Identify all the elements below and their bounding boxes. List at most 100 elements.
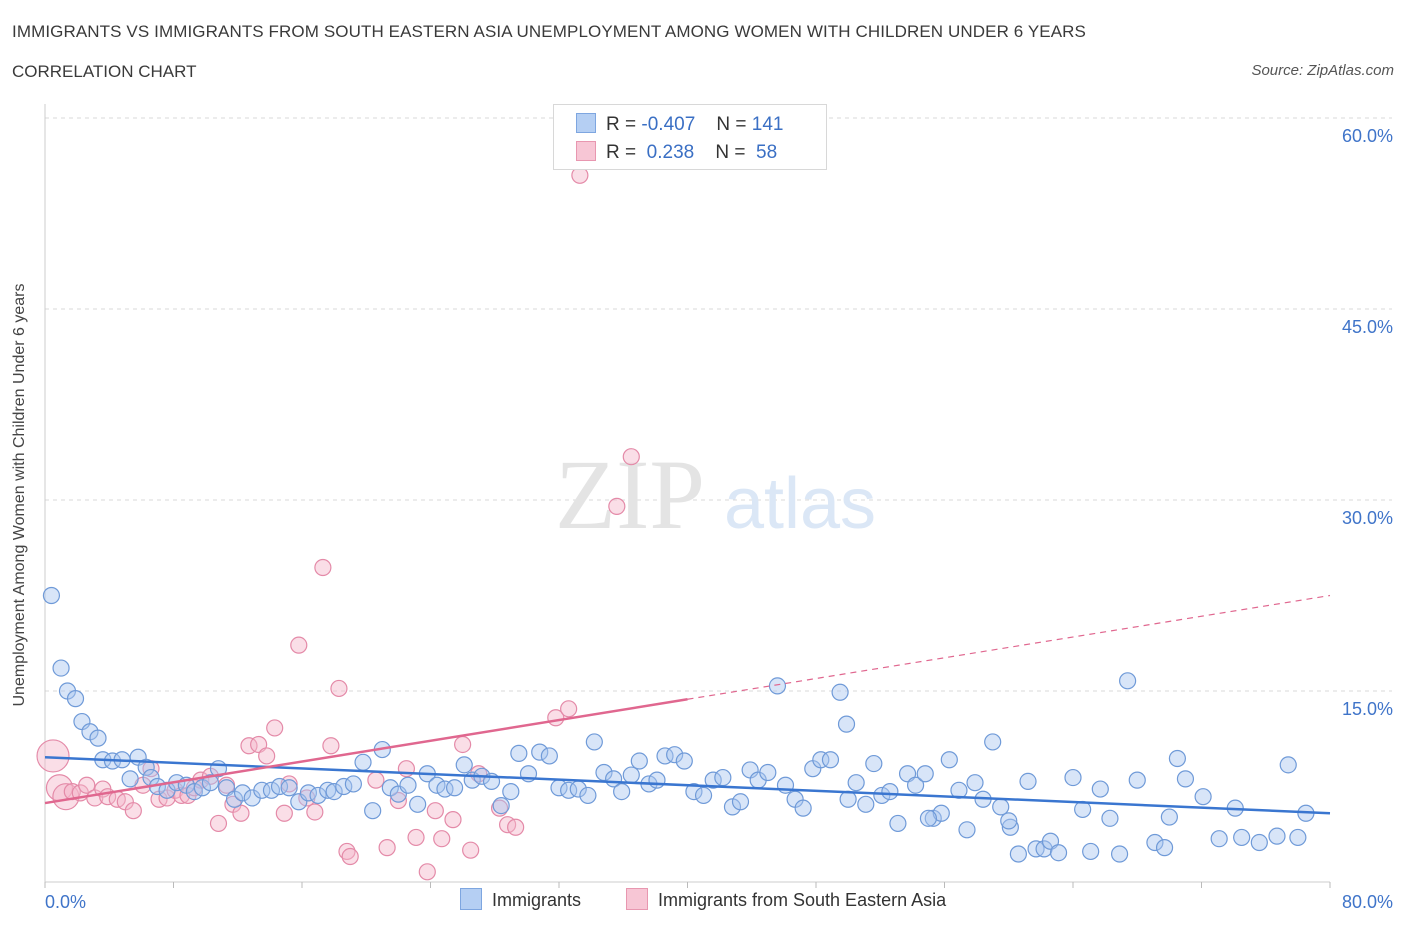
immigrants-point — [1289, 828, 1307, 847]
legend-r-value: -0.407 — [641, 114, 696, 135]
y-tick-label: 45.0% — [1342, 317, 1393, 337]
immigrants-point — [354, 753, 372, 771]
immigrants-point — [42, 586, 61, 605]
series-legend: Immigrants Immigrants from South Eastern… — [0, 888, 1406, 916]
legend-label-sea: Immigrants from South Eastern Asia — [658, 890, 947, 910]
immigrants-point — [984, 733, 1002, 751]
immigrants-point — [958, 821, 976, 839]
immigrants-point — [1001, 818, 1019, 836]
immigrants-point — [428, 776, 446, 794]
y-tick-label: 30.0% — [1342, 508, 1393, 528]
legend-n-value: 141 — [751, 114, 784, 135]
immigrants-point — [1279, 756, 1297, 774]
immigrants-point — [344, 775, 362, 793]
legend-row-sea: R = 0.238 N = 58 — [576, 141, 777, 163]
source-label: Source: ZipAtlas.com — [1251, 62, 1394, 79]
immigrants-point — [585, 733, 603, 751]
immigrants-point — [52, 659, 70, 677]
immigrants-point — [966, 774, 984, 792]
x-tick-label-max: 80.0% — [1342, 892, 1393, 912]
series-sea-points — [36, 166, 640, 881]
y-axis-label: Unemployment Among Women with Children U… — [11, 283, 28, 707]
immigrants-point — [1000, 812, 1018, 830]
sea-point — [341, 847, 359, 866]
immigrants-point — [812, 751, 830, 769]
immigrants-point — [531, 743, 549, 761]
x-tick-label-min: 0.0% — [45, 892, 86, 912]
sea-point — [322, 737, 340, 755]
correlation-legend: R = -0.407 N = 141 R = 0.238 N = 58 — [553, 104, 827, 170]
immigrants-point — [510, 744, 528, 762]
immigrants-point — [1233, 828, 1251, 847]
sea-point — [209, 814, 228, 833]
immigrants-point — [1009, 845, 1027, 863]
sea-point — [622, 448, 640, 466]
tick-labels: 15.0% 30.0% 45.0% 60.0% 0.0% 80.0% — [45, 126, 1393, 912]
immigrants-point — [704, 771, 722, 789]
immigrants-point — [121, 770, 139, 788]
immigrants-point — [335, 777, 353, 796]
legend-n-label: N = — [715, 142, 746, 163]
y-tick-label: 15.0% — [1342, 699, 1393, 719]
sea-point — [258, 747, 276, 765]
immigrants-point — [648, 771, 666, 789]
sea-point — [124, 802, 142, 820]
immigrants-point — [950, 781, 968, 799]
sea-point — [266, 719, 284, 737]
immigrants-point — [794, 799, 812, 817]
sea-point — [314, 558, 332, 577]
immigrants-point — [630, 752, 648, 770]
sea-point — [426, 802, 444, 820]
sea-point — [490, 799, 509, 817]
immigrants-point — [1101, 809, 1119, 827]
sea-point — [330, 679, 348, 698]
immigrants-point — [1128, 771, 1146, 789]
immigrants-point — [455, 756, 473, 774]
immigrants-point — [831, 683, 849, 701]
immigrants-point — [325, 782, 343, 801]
sea-point — [378, 839, 396, 857]
sea-point — [232, 804, 250, 822]
immigrants-point — [992, 798, 1010, 816]
immigrants-point — [1194, 788, 1212, 806]
immigrants-point — [1210, 830, 1228, 848]
immigrants-point — [1146, 833, 1164, 852]
sea-point — [444, 811, 462, 829]
immigrants-point — [622, 766, 640, 784]
immigrants-point — [675, 752, 693, 770]
immigrants-point — [714, 768, 732, 787]
sea-point — [560, 700, 578, 718]
immigrants-point — [1268, 827, 1286, 845]
sea-point — [418, 863, 436, 881]
immigrants-point — [201, 774, 220, 792]
legend-n-label: N = — [716, 114, 747, 135]
immigrants-point — [1049, 844, 1068, 862]
legend-swatch-pink — [576, 141, 596, 161]
immigrants-point — [137, 758, 155, 777]
watermark-zip: ZIP — [555, 439, 705, 550]
legend-swatch-pink — [626, 888, 648, 910]
watermark: ZIP atlas — [555, 439, 876, 550]
immigrants-point — [1155, 839, 1174, 857]
immigrants-point — [889, 814, 907, 833]
immigrants-point — [492, 796, 510, 815]
sea-point — [608, 497, 626, 515]
immigrants-point — [299, 784, 318, 802]
sea-trend-line — [44, 698, 688, 805]
immigrants-point — [280, 779, 298, 797]
legend-r-label: R = — [606, 142, 637, 163]
immigrants-point — [731, 793, 750, 811]
immigrants-point — [881, 782, 899, 801]
immigrants-point — [613, 782, 631, 801]
sea-point — [454, 735, 472, 754]
immigrants-point — [1019, 772, 1037, 791]
immigrants-point — [857, 795, 875, 813]
sea-point — [367, 771, 385, 789]
immigrants-point — [685, 782, 703, 801]
immigrants-point — [89, 729, 107, 747]
immigrants-point — [1064, 768, 1082, 787]
immigrants-point — [1168, 749, 1187, 768]
immigrants-point — [837, 715, 856, 733]
axes — [44, 104, 1331, 888]
